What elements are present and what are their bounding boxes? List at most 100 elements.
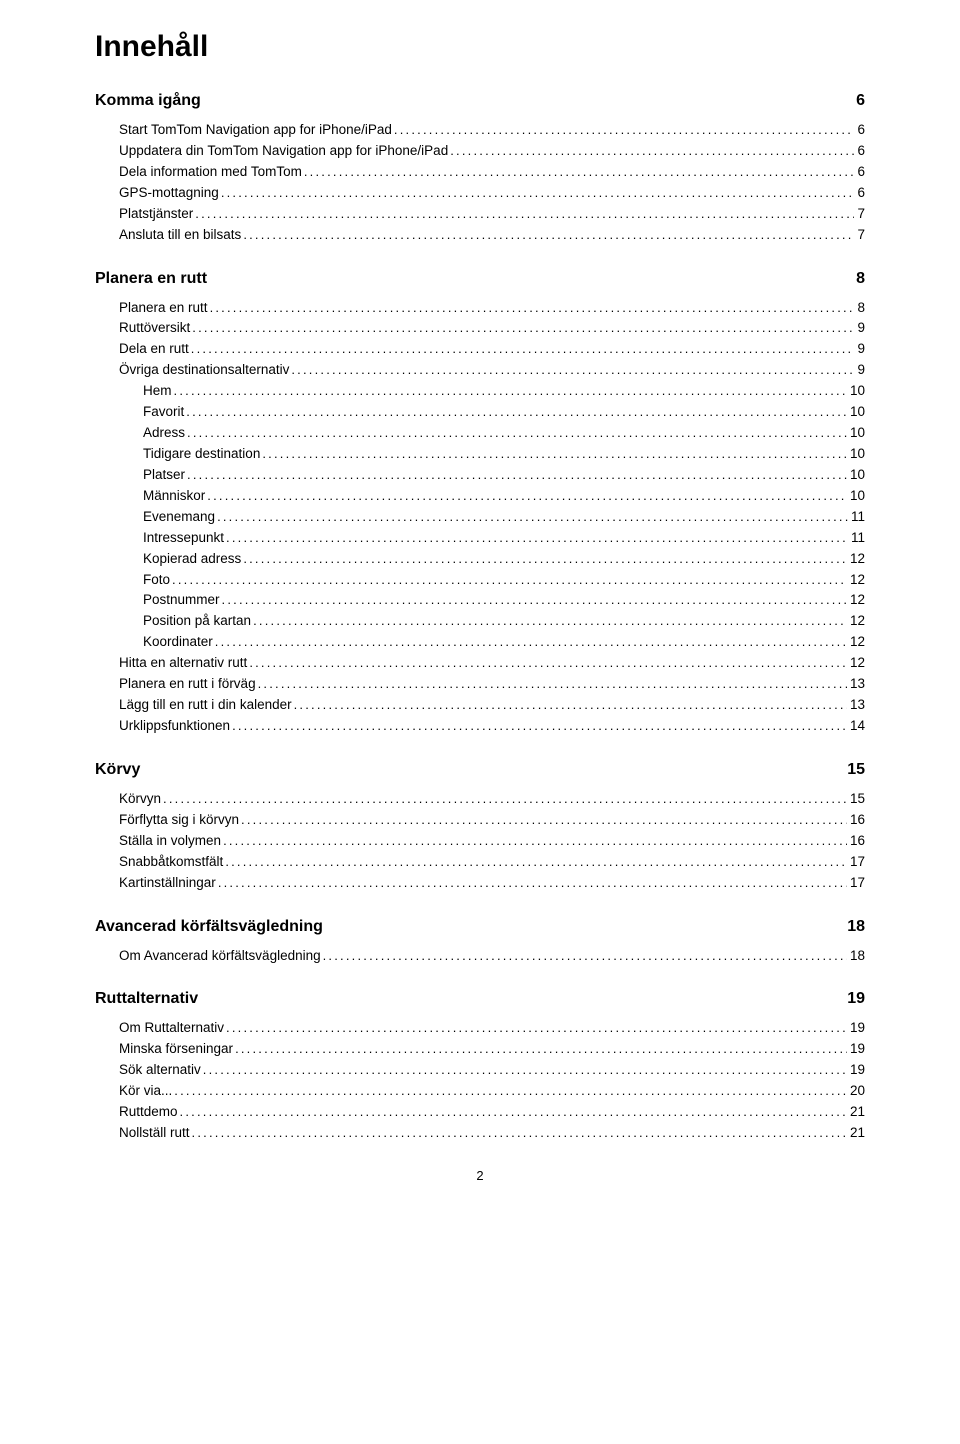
toc-section: Avancerad körfältsvägledning 18 Om Avancer…: [95, 918, 865, 967]
toc-entry-label: Start TomTom Navigation app for iPhone/i…: [119, 120, 394, 141]
toc-leader-dots: [253, 611, 847, 631]
toc-entry-label: Dela information med TomTom: [119, 162, 304, 183]
toc-leader-dots: [294, 695, 847, 715]
toc-entry-label: Nollställ rutt: [119, 1123, 192, 1144]
toc-entry: Kartinställningar17: [95, 873, 865, 894]
toc-entry-label: Platser: [143, 465, 187, 486]
toc-entry-page: 17: [847, 873, 865, 894]
toc-entry: Koordinater 12: [95, 632, 865, 653]
toc-entry-label: Övriga destinationsalternativ: [119, 360, 291, 381]
toc-leader-dots: [258, 674, 847, 694]
toc-entry: Planera en rutt i förväg13: [95, 674, 865, 695]
toc-leader-dots: [221, 183, 855, 203]
toc-entry: Intressepunkt11: [95, 528, 865, 549]
toc-section-title: Avancerad körfältsvägledning: [95, 918, 323, 936]
toc-entry-page: 12: [847, 590, 865, 611]
toc-leader-dots: [163, 789, 847, 809]
toc-entry-label: Planera en rutt: [119, 298, 210, 319]
toc-entry-label: Tidigare destination: [143, 444, 262, 465]
toc-entry: Dela en rutt9: [95, 339, 865, 360]
toc-leader-dots: [195, 204, 854, 224]
toc-entry: Urklippsfunktionen14: [95, 716, 865, 737]
toc-leader-dots: [207, 486, 847, 506]
toc-entry-label: Postnummer: [143, 590, 222, 611]
toc-entry-page: 19: [847, 1060, 865, 1081]
toc-entry: Position på kartan12: [95, 611, 865, 632]
toc-entry: Nollställ rutt 21: [95, 1123, 865, 1144]
toc-entry: Ruttöversikt9: [95, 318, 865, 339]
toc-entry-label: Ruttöversikt: [119, 318, 192, 339]
toc-entry-label: Urklippsfunktionen: [119, 716, 232, 737]
toc-section-page: 6: [856, 92, 865, 110]
toc-entry-page: 11: [848, 528, 865, 549]
toc-entry-label: Människor: [143, 486, 207, 507]
toc-entry-page: 21: [847, 1123, 865, 1144]
toc-entry: Hem10: [95, 381, 865, 402]
toc-section-page: 15: [847, 761, 865, 779]
toc-leader-dots: [226, 528, 848, 548]
toc-entry-label: Koordinater: [143, 632, 215, 653]
toc-leader-dots: [218, 873, 847, 893]
toc-leader-dots: [174, 381, 847, 401]
toc-entry-page: 9: [854, 360, 865, 381]
toc-entry-label: GPS-mottagning: [119, 183, 221, 204]
toc-entry-page: 19: [847, 1039, 865, 1060]
toc-leader-dots: [243, 225, 854, 245]
toc-leader-dots: [394, 120, 855, 140]
toc-entry-page: 10: [847, 423, 865, 444]
toc-entry-page: 12: [847, 549, 865, 570]
toc-leader-dots: [226, 1018, 847, 1038]
toc-entry-page: 6: [854, 162, 865, 183]
toc-entry-page: 8: [854, 298, 865, 319]
toc-entry-page: 20: [847, 1081, 865, 1102]
toc-leader-dots: [291, 360, 854, 380]
toc-entry: Övriga destinationsalternativ 9: [95, 360, 865, 381]
toc-entry-label: Evenemang: [143, 507, 217, 528]
toc-entry-label: Position på kartan: [143, 611, 253, 632]
toc-section-title: Komma igång: [95, 92, 201, 110]
toc-entry-label: Ruttdemo: [119, 1102, 180, 1123]
toc-entry-page: 11: [848, 507, 865, 528]
toc-entry-page: 21: [847, 1102, 865, 1123]
toc-section-title: Körvy: [95, 761, 140, 779]
toc-leader-dots: [203, 1060, 847, 1080]
toc-entry-label: Om Avancerad körfältsvägledning: [119, 946, 323, 967]
toc-entry-page: 7: [854, 225, 865, 246]
toc-entry-page: 15: [847, 789, 865, 810]
toc-entry: Postnummer 12: [95, 590, 865, 611]
toc-section-title: Planera en rutt: [95, 270, 207, 288]
toc-entry-page: 12: [847, 653, 865, 674]
toc-entry: Start TomTom Navigation app for iPhone/i…: [95, 120, 865, 141]
toc-entry-label: Foto: [143, 570, 172, 591]
toc-section-header: Ruttalternativ19: [95, 990, 865, 1008]
toc-entry-label: Platstjänster: [119, 204, 195, 225]
toc-entry-label: Sök alternativ: [119, 1060, 203, 1081]
table-of-contents: Komma igång 6 Start TomTom Navigation app …: [95, 92, 865, 1144]
toc-leader-dots: [174, 1081, 847, 1101]
toc-entry-label: Minska förseningar: [119, 1039, 235, 1060]
toc-entry: GPS-mottagning6: [95, 183, 865, 204]
toc-entry-page: 18: [847, 946, 865, 967]
toc-entry: Om Ruttalternativ19: [95, 1018, 865, 1039]
toc-leader-dots: [215, 632, 847, 652]
toc-section: Planera en rutt8Planera en rutt8Ruttöver…: [95, 270, 865, 737]
toc-section: Körvy15Körvyn15Förflytta sig i körvyn16S…: [95, 761, 865, 894]
toc-leader-dots: [187, 423, 847, 443]
toc-leader-dots: [222, 590, 847, 610]
toc-section-header: Komma igång 6: [95, 92, 865, 110]
toc-entry-label: Snabbåtkomstfält: [119, 852, 225, 873]
toc-leader-dots: [223, 831, 847, 851]
toc-entry-page: 12: [847, 632, 865, 653]
toc-entry-page: 13: [847, 695, 865, 716]
toc-entry: Lägg till en rutt i din kalender13: [95, 695, 865, 716]
toc-entry: Dela information med TomTom 6: [95, 162, 865, 183]
toc-entry: Platstjänster7: [95, 204, 865, 225]
page-title: Innehåll: [95, 30, 865, 64]
toc-entry-page: 6: [854, 120, 865, 141]
toc-leader-dots: [323, 946, 847, 966]
toc-entry: Förflytta sig i körvyn16: [95, 810, 865, 831]
toc-leader-dots: [180, 1102, 847, 1122]
toc-section: Ruttalternativ19 Om Ruttalternativ19Minsk…: [95, 990, 865, 1144]
toc-entry-page: 6: [854, 141, 865, 162]
toc-entry: Människor10: [95, 486, 865, 507]
